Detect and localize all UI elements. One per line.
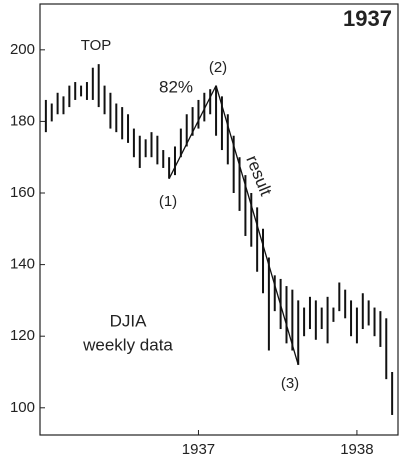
trend-line: [215, 85, 299, 366]
y-tick-label: 120: [10, 327, 35, 344]
x-tick-label: 1937: [182, 441, 215, 458]
annotation: weekly data: [82, 335, 173, 354]
annotation: TOP: [81, 37, 112, 54]
y-tick-label: 100: [10, 399, 35, 416]
y-tick-label: 140: [10, 256, 35, 273]
annotation: DJIA: [110, 311, 148, 330]
y-tick-label: 160: [10, 184, 35, 201]
annotation: 82%: [159, 77, 193, 96]
annotation: (2): [209, 59, 227, 76]
x-tick-label: 1938: [340, 441, 373, 458]
annotation: (1): [159, 193, 177, 210]
trend-line: [168, 85, 217, 179]
y-tick-label: 180: [10, 112, 35, 129]
annotation: (3): [281, 375, 299, 392]
chart-title: 1937: [343, 6, 392, 31]
plot-frame: [39, 3, 399, 436]
y-tick-label: 200: [10, 41, 35, 58]
